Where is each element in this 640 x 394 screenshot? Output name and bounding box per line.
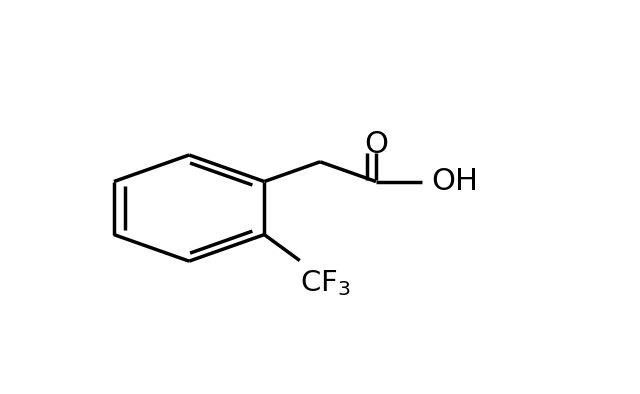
Text: OH: OH (431, 167, 478, 196)
Text: O: O (364, 130, 388, 158)
Text: CF$_3$: CF$_3$ (300, 268, 351, 298)
